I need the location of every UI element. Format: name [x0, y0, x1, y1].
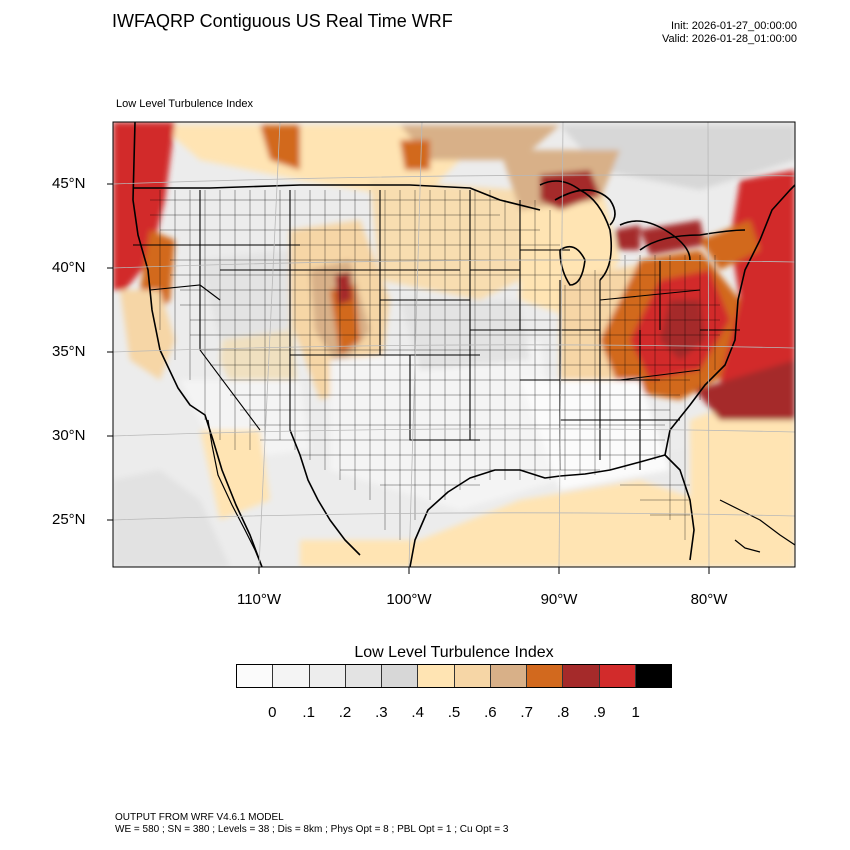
lat-label-30: 30°N — [52, 427, 86, 444]
colorbar-box-2 — [309, 665, 346, 687]
colorbar-box-0 — [237, 665, 274, 687]
colorbar-tick-label: .3 — [375, 704, 388, 721]
init-time: Init: 2026-01-27_00:00:00 — [671, 20, 797, 32]
colorbar-box-10 — [599, 665, 636, 687]
lon-label-90w: 90°W — [540, 591, 578, 608]
lat-label-25: 25°N — [52, 511, 86, 528]
lat-label-45: 45°N — [52, 175, 86, 192]
colorbar-box-9 — [563, 665, 600, 687]
state-boundaries — [133, 190, 740, 470]
colorbar-tick-label: 1 — [631, 704, 640, 721]
lat-label-40: 40°N — [52, 259, 86, 276]
colorbar — [236, 664, 672, 688]
colorbar-tick-label: .9 — [593, 704, 606, 721]
map-frame — [112, 121, 796, 568]
colorbar-tick-label: .2 — [338, 704, 352, 721]
run-times: Init: 2026-01-27_00:00:00 Valid: 2026-01… — [662, 20, 797, 46]
colorbar-box-7 — [490, 665, 527, 687]
model-info: OUTPUT FROM WRF V4.6.1 MODEL WE = 580 ; … — [115, 812, 508, 836]
colorbar-box-3 — [345, 665, 382, 687]
graticule — [113, 122, 795, 567]
colorbar-box-6 — [454, 665, 491, 687]
colorbar-tick-label: .8 — [556, 704, 570, 721]
colorbar-box-8 — [527, 665, 564, 687]
lon-label-110w: 110°W — [236, 591, 282, 608]
colorbar-box-5 — [418, 665, 455, 687]
colorbar-tick-label: .4 — [411, 704, 424, 721]
lat-label-35: 35°N — [52, 343, 86, 360]
colorbar-tick-label: .5 — [447, 704, 461, 721]
colorbar-box-11 — [635, 665, 671, 687]
axis-ticks — [107, 183, 710, 574]
colorbar-tick-label: 0 — [268, 704, 277, 721]
colorbar-tick-label: .6 — [484, 704, 497, 721]
lon-label-100w: 100°W — [386, 591, 432, 608]
colorbar-box-1 — [273, 665, 310, 687]
field-label: Low Level Turbulence Index — [116, 98, 253, 110]
colorbar-tick-label: .7 — [520, 704, 533, 721]
model-version: OUTPUT FROM WRF V4.6.1 MODEL — [115, 812, 284, 823]
model-config: WE = 580 ; SN = 380 ; Levels = 38 ; Dis … — [115, 824, 509, 835]
colorbar-tick-label: .1 — [302, 704, 315, 721]
county-lines — [150, 190, 720, 540]
colorbar-title: Low Level Turbulence Index — [354, 644, 554, 661]
plot-title: IWFAQRP Contiguous US Real Time WRF — [112, 11, 453, 31]
colorbar-box-4 — [382, 665, 419, 687]
valid-time: Valid: 2026-01-28_01:00:00 — [662, 33, 797, 45]
lon-label-80w: 80°W — [690, 591, 728, 608]
